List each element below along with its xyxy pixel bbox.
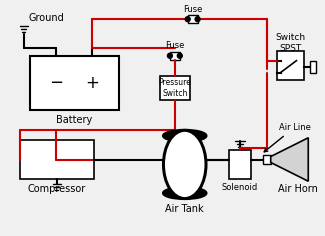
Ellipse shape [163,187,206,199]
Bar [188,15,198,23]
Text: Air Tank: Air Tank [165,204,204,214]
Circle shape [185,17,190,22]
Polygon shape [271,138,308,181]
Text: Fuse: Fuse [165,41,185,50]
Text: Switch
SPST: Switch SPST [275,33,305,53]
Bar [277,51,304,80]
Text: Air Line: Air Line [264,123,310,152]
Text: Pressure
Switch: Pressure Switch [158,78,191,97]
Text: ─: ─ [51,74,61,92]
Text: +: + [85,74,99,92]
Circle shape [195,17,200,22]
Text: Ground: Ground [29,13,64,23]
Bar [263,155,271,164]
Circle shape [177,53,182,58]
Bar [160,76,190,100]
Ellipse shape [165,132,204,197]
Bar [30,56,119,110]
Bar [170,52,180,60]
Bar [20,140,94,179]
Ellipse shape [163,130,206,199]
Bar [310,61,316,72]
Text: Solenoid: Solenoid [222,183,258,192]
Ellipse shape [163,130,206,142]
Text: Fuse: Fuse [183,5,202,14]
Bar [229,150,251,179]
Text: Air Horn: Air Horn [279,184,318,194]
Text: Compressor: Compressor [28,184,86,194]
Text: Battery: Battery [56,115,92,125]
Circle shape [167,53,172,58]
